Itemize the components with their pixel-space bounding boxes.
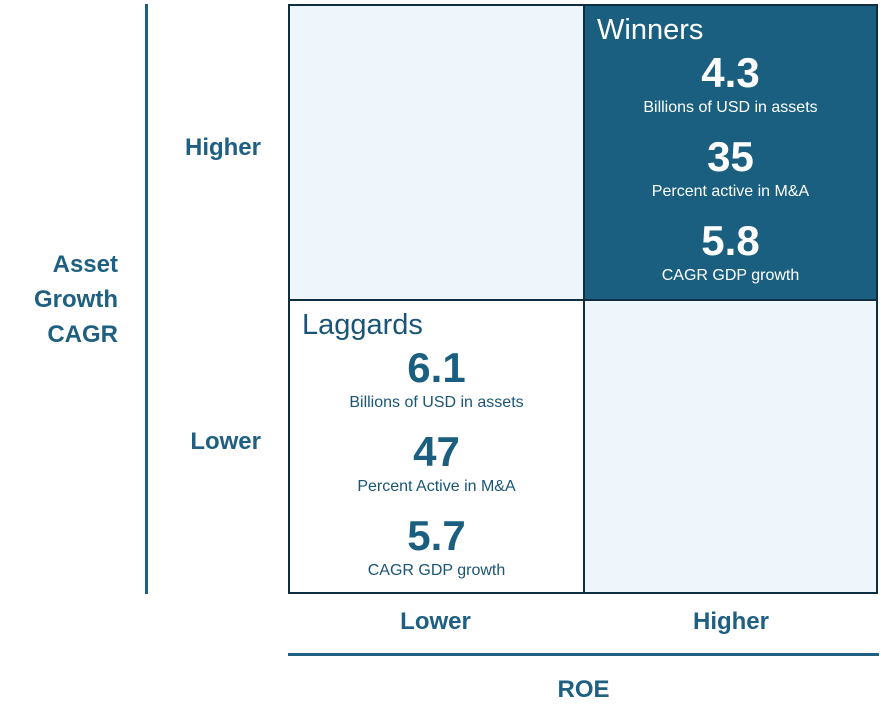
winners-assets-value: 4.3 — [701, 49, 760, 96]
winners-metrics: 4.3 Billions of USD in assets 35 Percent… — [585, 50, 876, 302]
y-axis-low-label: Lower — [190, 428, 261, 455]
quadrant-matrix: Winners 4.3 Billions of USD in assets 35… — [288, 4, 878, 594]
winners-ma-label: Percent active in M&A — [651, 183, 810, 200]
y-axis-line — [145, 4, 148, 594]
winners-metric-ma: 35 Percent active in M&A — [585, 134, 876, 204]
laggards-ma-label: Percent Active in M&A — [357, 478, 516, 495]
laggards-metric-gdp: 5.7 CAGR GDP growth — [290, 513, 583, 583]
y-axis-title: Asset Growth CAGR — [10, 247, 118, 352]
x-axis-line — [288, 653, 879, 656]
laggards-metric-assets: 6.1 Billions of USD in assets — [290, 345, 583, 415]
laggards-title: Laggards — [302, 309, 423, 341]
quadrant-bottom-right — [585, 301, 876, 592]
y-axis-high-label: Higher — [184, 134, 261, 161]
winners-metric-gdp: 5.8 CAGR GDP growth — [585, 218, 876, 288]
winners-title: Winners — [597, 14, 704, 46]
laggards-assets-label: Billions of USD in assets — [349, 394, 524, 411]
quadrant-top-left — [290, 6, 585, 301]
winners-assets-label: Billions of USD in assets — [643, 99, 818, 116]
y-axis-title-line-1: Asset — [52, 251, 118, 278]
laggards-gdp-label: CAGR GDP growth — [367, 562, 506, 579]
laggards-metrics: 6.1 Billions of USD in assets 47 Percent… — [290, 345, 583, 597]
quadrant-winners: Winners 4.3 Billions of USD in assets 35… — [585, 6, 876, 301]
laggards-metric-ma: 47 Percent Active in M&A — [290, 429, 583, 499]
x-axis-high-label: Higher — [692, 608, 769, 635]
winners-gdp-label: CAGR GDP growth — [661, 267, 800, 284]
winners-gdp-value: 5.8 — [701, 217, 760, 264]
winners-ma-value: 35 — [707, 133, 754, 180]
laggards-gdp-value: 5.7 — [407, 512, 466, 559]
laggards-ma-value: 47 — [413, 428, 460, 475]
x-axis-low-label: Lower — [400, 608, 471, 635]
y-axis-title-line-3: CAGR — [47, 321, 118, 348]
quadrant-laggards: Laggards 6.1 Billions of USD in assets 4… — [290, 301, 585, 592]
laggards-assets-value: 6.1 — [407, 344, 466, 391]
winners-metric-assets: 4.3 Billions of USD in assets — [585, 50, 876, 120]
y-axis-title-line-2: Growth — [34, 286, 118, 313]
x-axis-title: ROE — [557, 676, 610, 703]
